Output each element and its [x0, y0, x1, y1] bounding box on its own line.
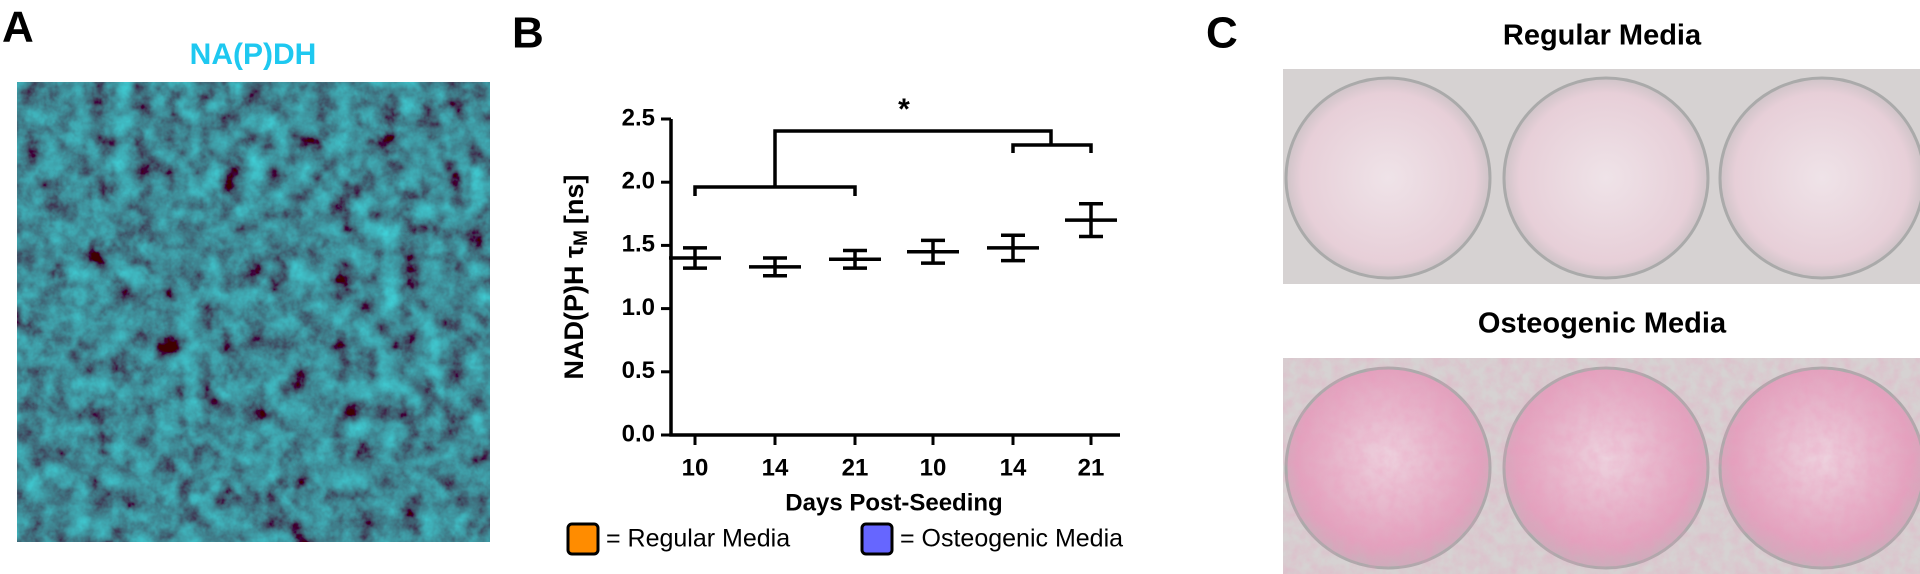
y-label-unit: [ns]: [559, 175, 589, 225]
legend-swatch: [860, 522, 894, 556]
legend-label: = Osteogenic Media: [900, 525, 1123, 553]
y-tick-label: 2.5: [622, 104, 655, 131]
y-axis-label: NAD(P)H τM [ns]: [559, 175, 592, 380]
y-tick-label: 1.5: [622, 231, 655, 258]
legend-swatch: [566, 522, 600, 556]
x-axis-label: Days Post-Seeding: [785, 489, 1002, 516]
significance-star: *: [898, 93, 910, 126]
microscopy-texture: [17, 82, 490, 542]
plate-image: [1283, 69, 1920, 284]
x-tick-label: 21: [1078, 454, 1105, 481]
panel-title: NA(P)DH: [190, 38, 317, 71]
plate-title: Osteogenic Media: [1478, 308, 1727, 340]
panel-label: A: [2, 3, 34, 52]
y-label-main: NAD(P)H τ: [559, 246, 589, 380]
x-tick-label: 14: [1000, 454, 1027, 481]
x-tick-label: 10: [920, 454, 947, 481]
plate-title: Regular Media: [1503, 20, 1702, 52]
significance-bracket: [693, 129, 1093, 196]
x-tick-label: 21: [842, 454, 869, 481]
x-tick-label: 10: [682, 454, 709, 481]
panel-label: C: [1206, 9, 1238, 58]
y-tick-label: 2.0: [622, 168, 655, 195]
plate-image: [1283, 358, 1920, 574]
y-tick-label: 0.0: [622, 420, 655, 447]
panel-label: B: [512, 9, 544, 58]
y-tick-label: 0.5: [622, 357, 655, 384]
y-tick-label: 1.0: [622, 294, 655, 321]
x-tick-label: 14: [762, 454, 789, 481]
legend-label: = Regular Media: [606, 525, 790, 553]
y-label-sub: M: [571, 230, 592, 246]
